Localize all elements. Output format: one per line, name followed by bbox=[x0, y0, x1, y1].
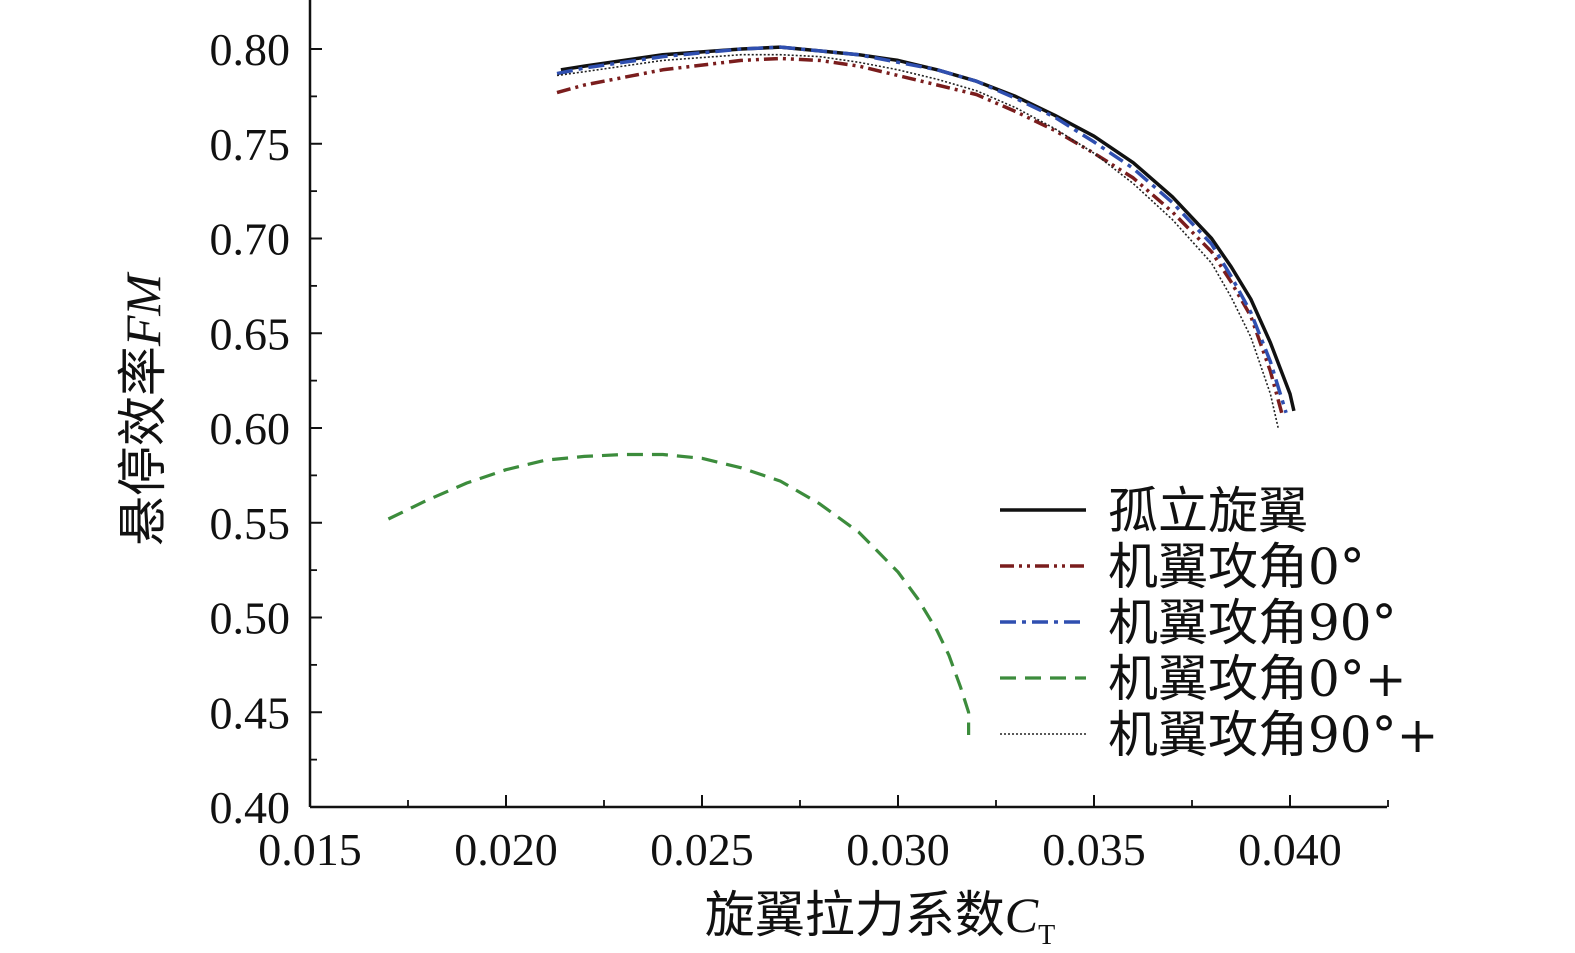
legend-label-5: 机翼攻角90°+ bbox=[1108, 706, 1439, 764]
x-tick-label: 0.020 bbox=[454, 824, 558, 875]
series-line-4 bbox=[387, 452, 971, 735]
y-tick-label: 0.50 bbox=[210, 593, 291, 644]
legend-label-2: 机翼攻角0° bbox=[1108, 538, 1365, 596]
series-line-3 bbox=[556, 45, 1288, 414]
y-tick-label: 0.70 bbox=[210, 214, 291, 265]
x-tick-label: 0.015 bbox=[258, 824, 362, 875]
legend-label-3: 机翼攻角90° bbox=[1108, 594, 1397, 652]
x-tick-label: 0.040 bbox=[1238, 824, 1342, 875]
axes: 0.015 0.020 0.025 0.030 0.035 0.040 0.40 0.45 0.… bbox=[210, 0, 1389, 875]
y-tick-label: 0.65 bbox=[210, 308, 291, 359]
legend-label-4: 机翼攻角0°+ bbox=[1108, 650, 1407, 708]
y-tick-label: 0.75 bbox=[210, 119, 291, 170]
x-tick-label: 0.035 bbox=[1042, 824, 1146, 875]
y-tick-label: 0.40 bbox=[210, 782, 291, 833]
y-tick-label: 0.80 bbox=[210, 24, 291, 75]
legend-label-1: 孤立旋翼 bbox=[1108, 482, 1308, 540]
y-tick-label: 0.45 bbox=[210, 687, 291, 738]
y-tick-label: 0.55 bbox=[210, 498, 291, 549]
x-axis-label: 旋翼拉力系数CT bbox=[705, 886, 1055, 951]
plot-area bbox=[387, 45, 1296, 735]
x-tick-label: 0.030 bbox=[846, 824, 950, 875]
series-line-2 bbox=[556, 56, 1284, 416]
series-line-5 bbox=[556, 53, 1279, 429]
x-tick-label: 0.025 bbox=[650, 824, 754, 875]
y-tick-label: 0.60 bbox=[210, 403, 291, 454]
series-line-1 bbox=[560, 45, 1296, 412]
y-axis-label: 悬停效率FM bbox=[114, 272, 172, 547]
